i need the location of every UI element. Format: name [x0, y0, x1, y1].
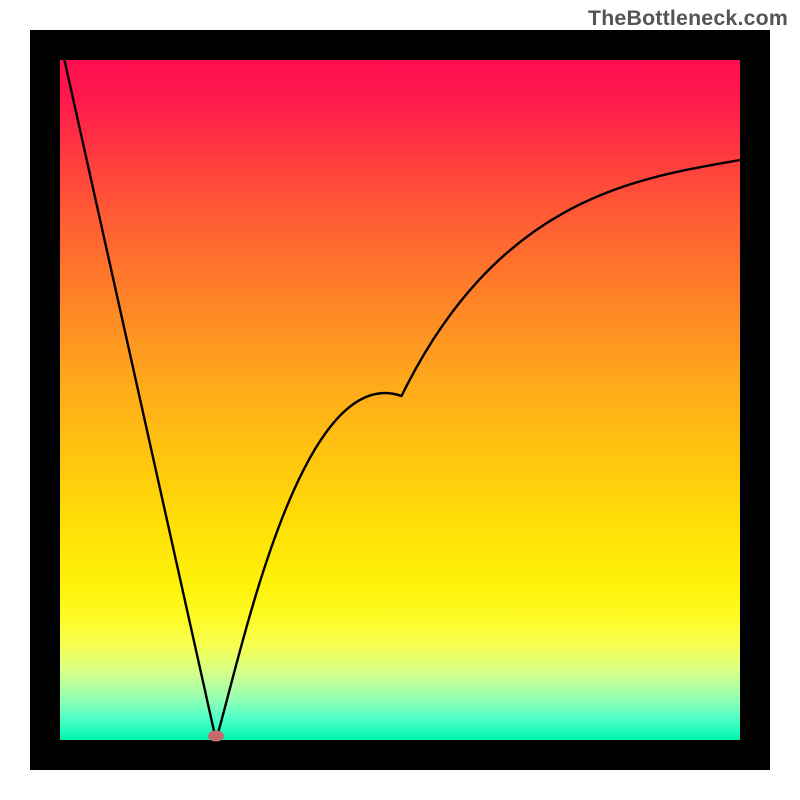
curve-vertex-marker: [208, 731, 224, 742]
bottleneck-chart: [0, 0, 800, 800]
chart-gradient-background: [60, 60, 740, 740]
watermark-text: TheBottleneck.com: [588, 6, 788, 31]
